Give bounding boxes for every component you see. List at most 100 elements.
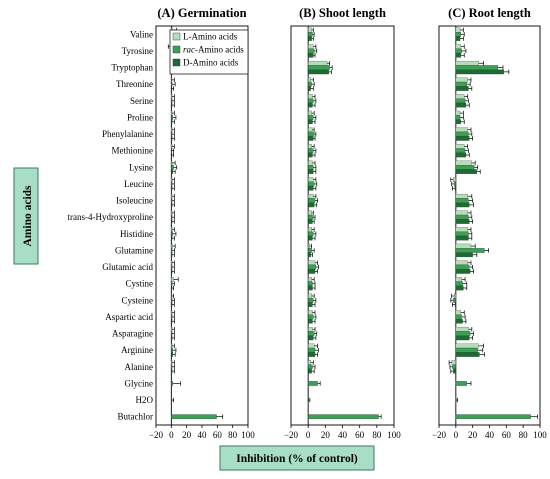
bar-D-histidine (308, 235, 313, 241)
category-labels: Valine Tyrosine Tryptophan Threonine Serine P… (68, 29, 154, 421)
bar-L-histidine (455, 227, 468, 232)
bar-D-arginine (455, 352, 480, 357)
bar-L-lysine (171, 160, 173, 166)
bar-rac-histidine (171, 231, 173, 237)
x-tick-label: 0 (306, 430, 311, 440)
bar-L-tyrosine (308, 44, 314, 49)
x-tick-label: −20 (432, 430, 447, 440)
bar-L-proline (308, 110, 312, 116)
bar-L-alanine (308, 360, 311, 365)
legend-entry-D: D-Amino acids (183, 58, 239, 68)
bar-rac-alanine (171, 364, 173, 370)
bar-L-trans-4-hydroxyproline (171, 210, 173, 216)
bar-rac-serine (455, 98, 466, 104)
bar-rac-glutamic-acid (308, 264, 317, 270)
x-tick-label: 60 (355, 430, 365, 440)
bar-rac-cystine (455, 281, 463, 286)
bar-D-cystine (455, 285, 464, 291)
bar-rac-lysine (171, 165, 174, 170)
bar-L-cystine (455, 277, 462, 282)
bar-D-phenylalanine (308, 136, 314, 141)
bar-rac-serine (308, 98, 314, 104)
panel-1: (B) Shoot length −20 0 20 40 60 80 100 (284, 6, 401, 440)
bar-rac-butachlor (308, 414, 379, 419)
bar-L-aspartic-acid (171, 310, 173, 315)
bar-L-tryptophan (455, 60, 479, 66)
bar-D-serine (171, 102, 173, 108)
bar-rac-alanine (308, 364, 313, 370)
bar-rac-threonine (308, 81, 312, 87)
bar-L-valine (455, 27, 461, 33)
bar-L-methionine (171, 144, 173, 149)
bar-L-cystine (171, 277, 174, 282)
bar-L-serine (455, 94, 465, 99)
bar-rac-methionine (455, 148, 466, 153)
bar-rac-methionine (308, 148, 314, 153)
bar-rac-asparagine (308, 331, 315, 336)
bar-rac-isoleucine (455, 198, 469, 203)
bar-D-trans-4-hydroxyproline (455, 219, 470, 224)
bar-rac-arginine (171, 347, 173, 353)
bar-rac-threonine (455, 81, 467, 87)
bar-D-glutamine (455, 252, 473, 258)
y-axis-title-text: Amino acids (22, 185, 34, 247)
bar-rac-serine (171, 98, 173, 104)
bar-rac-cystine (308, 281, 313, 286)
bar-L-proline (455, 110, 461, 116)
panel-title: (B) Shoot length (299, 6, 386, 20)
category-label: Valine (130, 29, 153, 39)
category-label: trans-4-Hydroxyproline (68, 212, 153, 222)
x-tick-label: 80 (372, 430, 382, 440)
x-tick-label: 20 (182, 430, 192, 440)
bar-D-serine (308, 102, 313, 108)
bar-L-tyrosine (455, 44, 462, 49)
bar-rac-glutamine (171, 248, 173, 253)
bar-rac-lysine (455, 165, 475, 170)
x-tick-label: 100 (241, 430, 255, 440)
bar-rac-asparagine (171, 331, 173, 336)
x-tick-label: 100 (533, 430, 547, 440)
bar-D-proline (171, 119, 173, 125)
bar-rac-proline (455, 115, 461, 120)
bar-rac-phenylalanine (308, 131, 315, 137)
bar-D-cystine (308, 285, 313, 291)
bar-D-phenylalanine (171, 136, 173, 141)
bar-rac-leucine (171, 181, 173, 187)
x-tick-label: 40 (485, 430, 495, 440)
bar-L-threonine (308, 77, 311, 83)
x-tick-label: 40 (198, 430, 208, 440)
bar-rac-leucine (308, 181, 315, 187)
bar-rac-butachlor (171, 414, 217, 419)
category-label: Arginine (121, 345, 153, 355)
bar-rac-tryptophan (308, 65, 330, 70)
category-label: Cystine (125, 279, 153, 289)
bar-D-leucine (308, 185, 314, 191)
legend-swatch-rac (172, 45, 181, 54)
plot-frame (155, 25, 249, 426)
category-label: Tryptophan (111, 63, 153, 73)
bar-rac-alanine (452, 364, 456, 370)
bar-rac-aspartic-acid (171, 314, 173, 320)
bar-rac-phenylalanine (455, 131, 469, 137)
bar-D-aspartic-acid (171, 318, 173, 324)
bar-L-leucine (308, 177, 314, 182)
bar-L-isoleucine (171, 193, 173, 199)
category-label: Histidine (120, 229, 153, 239)
bar-D-glutamic-acid (308, 269, 316, 274)
bar-L-serine (308, 94, 313, 99)
bar-rac-tryptophan (455, 65, 499, 70)
bar-D-phenylalanine (455, 136, 470, 141)
plot-frame (290, 25, 395, 426)
bar-L-glutamine (171, 243, 173, 249)
bar-rac-cysteine (453, 298, 456, 303)
bar-D-alanine (171, 368, 173, 374)
category-label: Leucine (124, 179, 153, 189)
x-tick-label: −20 (284, 430, 299, 440)
bar-L-cysteine (308, 293, 312, 299)
bar-L-cystine (308, 277, 312, 282)
bar-L-methionine (308, 144, 312, 149)
bar-L-phenylalanine (308, 127, 313, 133)
category-label: Serine (130, 96, 153, 106)
category-label: Glutamic acid (102, 262, 153, 272)
